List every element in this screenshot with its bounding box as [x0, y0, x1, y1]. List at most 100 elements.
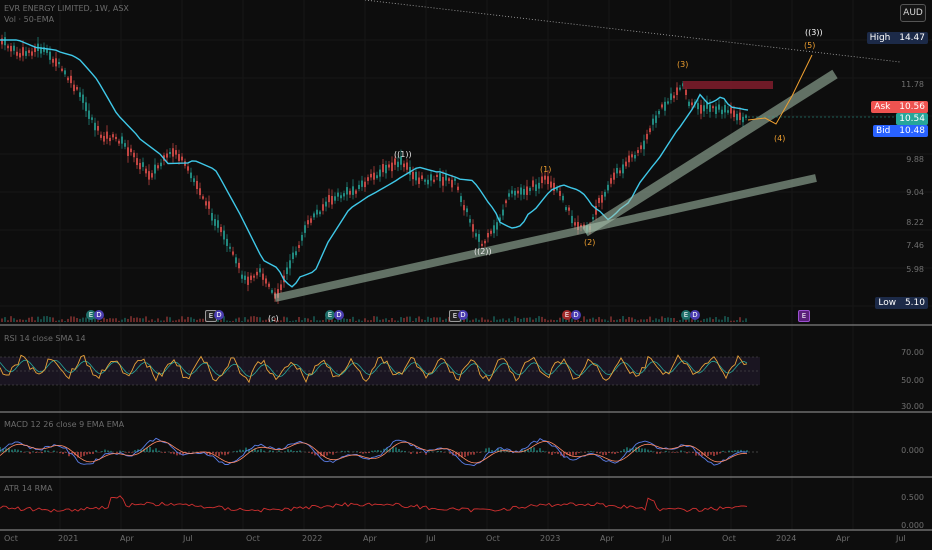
- volume-bar: [424, 319, 426, 322]
- volume-bar: [706, 318, 708, 322]
- volume-bar: [631, 317, 633, 322]
- macd-histogram-bar: [479, 452, 481, 453]
- price-candle: [523, 188, 525, 195]
- macd-histogram-bar: [239, 449, 241, 452]
- dividend-marker[interactable]: D: [571, 310, 581, 320]
- price-candle: [703, 105, 705, 112]
- price-candle: [700, 104, 702, 114]
- volume-bar: [517, 317, 519, 322]
- volume-bar: [304, 317, 306, 322]
- time-axis-label: Jul: [183, 534, 193, 543]
- volume-bar: [325, 317, 327, 322]
- dividend-marker[interactable]: D: [690, 310, 700, 320]
- macd-histogram-bar: [125, 452, 127, 453]
- volume-bar: [109, 318, 111, 322]
- macd-histogram-bar: [308, 452, 310, 453]
- price-candle: [289, 260, 291, 269]
- earnings-marker[interactable]: E: [562, 310, 572, 320]
- price-candle: [49, 51, 51, 60]
- price-candle: [166, 153, 168, 158]
- price-candle: [403, 163, 405, 168]
- volume-bar: [193, 318, 195, 322]
- macd-histogram-bar: [20, 450, 22, 452]
- price-candle: [385, 164, 387, 174]
- macd-histogram-bar: [365, 452, 367, 454]
- price-candle: [340, 195, 342, 199]
- volume-bar: [283, 316, 285, 322]
- macd-histogram-bar: [395, 447, 397, 452]
- macd-histogram-bar: [386, 447, 388, 452]
- price-candle: [64, 70, 66, 75]
- earnings-marker[interactable]: E: [681, 310, 691, 320]
- macd-histogram-bar: [155, 448, 157, 452]
- volume-bar: [511, 320, 513, 322]
- currency-button[interactable]: AUD: [900, 4, 926, 22]
- price-candle: [631, 154, 633, 158]
- macd-histogram-bar: [554, 452, 556, 454]
- volume-bar: [334, 320, 336, 322]
- volume-bar: [64, 320, 66, 322]
- price-candle: [535, 184, 537, 191]
- earnings-marker[interactable]: E: [325, 310, 335, 320]
- price-candle: [256, 271, 258, 276]
- volume-bar: [58, 320, 60, 322]
- volume-bar: [559, 317, 561, 322]
- macd-histogram-bar: [311, 452, 313, 454]
- macd-histogram-bar: [80, 452, 82, 458]
- volume-bar: [280, 320, 282, 322]
- price-candle: [400, 156, 402, 165]
- volume-bar: [649, 316, 651, 322]
- price-candle: [706, 101, 708, 109]
- macd-histogram-bar: [398, 448, 400, 452]
- indicator-legend[interactable]: Vol · 50-EMA: [4, 15, 55, 24]
- macd-histogram-bar: [257, 449, 259, 452]
- trend-channel: [582, 69, 838, 237]
- volume-bar: [643, 319, 645, 322]
- volume-bar: [82, 317, 84, 322]
- price-candle: [181, 156, 183, 161]
- macd-histogram-bar: [614, 452, 616, 455]
- macd-legend[interactable]: MACD 12 26 close 9 EMA EMA: [4, 420, 125, 429]
- price-candle: [190, 172, 192, 179]
- volume-bar: [355, 320, 357, 322]
- dividend-marker[interactable]: D: [94, 310, 104, 320]
- price-candle: [304, 225, 306, 233]
- volume-bar: [478, 319, 480, 322]
- earnings-marker[interactable]: E: [798, 310, 810, 322]
- earnings-marker[interactable]: E: [86, 310, 96, 320]
- macd-histogram-bar: [599, 452, 601, 454]
- volume-bar: [121, 319, 123, 322]
- volume-bar: [622, 316, 624, 322]
- macd-histogram-bar: [374, 450, 376, 452]
- macd-histogram-bar: [701, 452, 703, 457]
- macd-histogram-bar: [467, 452, 469, 456]
- volume-bar: [490, 320, 492, 322]
- price-candle: [316, 209, 318, 215]
- price-tick: 11.78: [901, 80, 924, 89]
- atr-legend[interactable]: ATR 14 RMA: [4, 484, 53, 493]
- volume-bar: [256, 316, 258, 322]
- volume-bar: [229, 320, 231, 322]
- macd-histogram-bar: [242, 449, 244, 452]
- volume-bar: [556, 319, 558, 322]
- volume-bar: [310, 320, 312, 322]
- dividend-marker[interactable]: D: [458, 310, 468, 320]
- wave-label-iii: (3): [677, 60, 689, 69]
- volume-bar: [61, 319, 63, 322]
- volume-bar: [640, 319, 642, 322]
- symbol-legend[interactable]: EVR ENERGY LIMITED, 1W, ASX: [4, 4, 129, 13]
- macd-histogram-bar: [686, 452, 688, 454]
- dividend-marker[interactable]: D: [334, 310, 344, 320]
- time-axis-label: Jul: [426, 534, 436, 543]
- time-axis-label: Oct: [486, 534, 500, 543]
- dividend-marker[interactable]: D: [214, 310, 224, 320]
- volume-bar: [55, 320, 57, 322]
- volume-bar: [679, 319, 681, 322]
- volume-bar: [136, 317, 138, 322]
- rsi-legend[interactable]: RSI 14 close SMA 14: [4, 334, 86, 343]
- volume-bar: [574, 320, 576, 322]
- macd-histogram-bar: [548, 452, 550, 454]
- price-candle: [439, 173, 441, 182]
